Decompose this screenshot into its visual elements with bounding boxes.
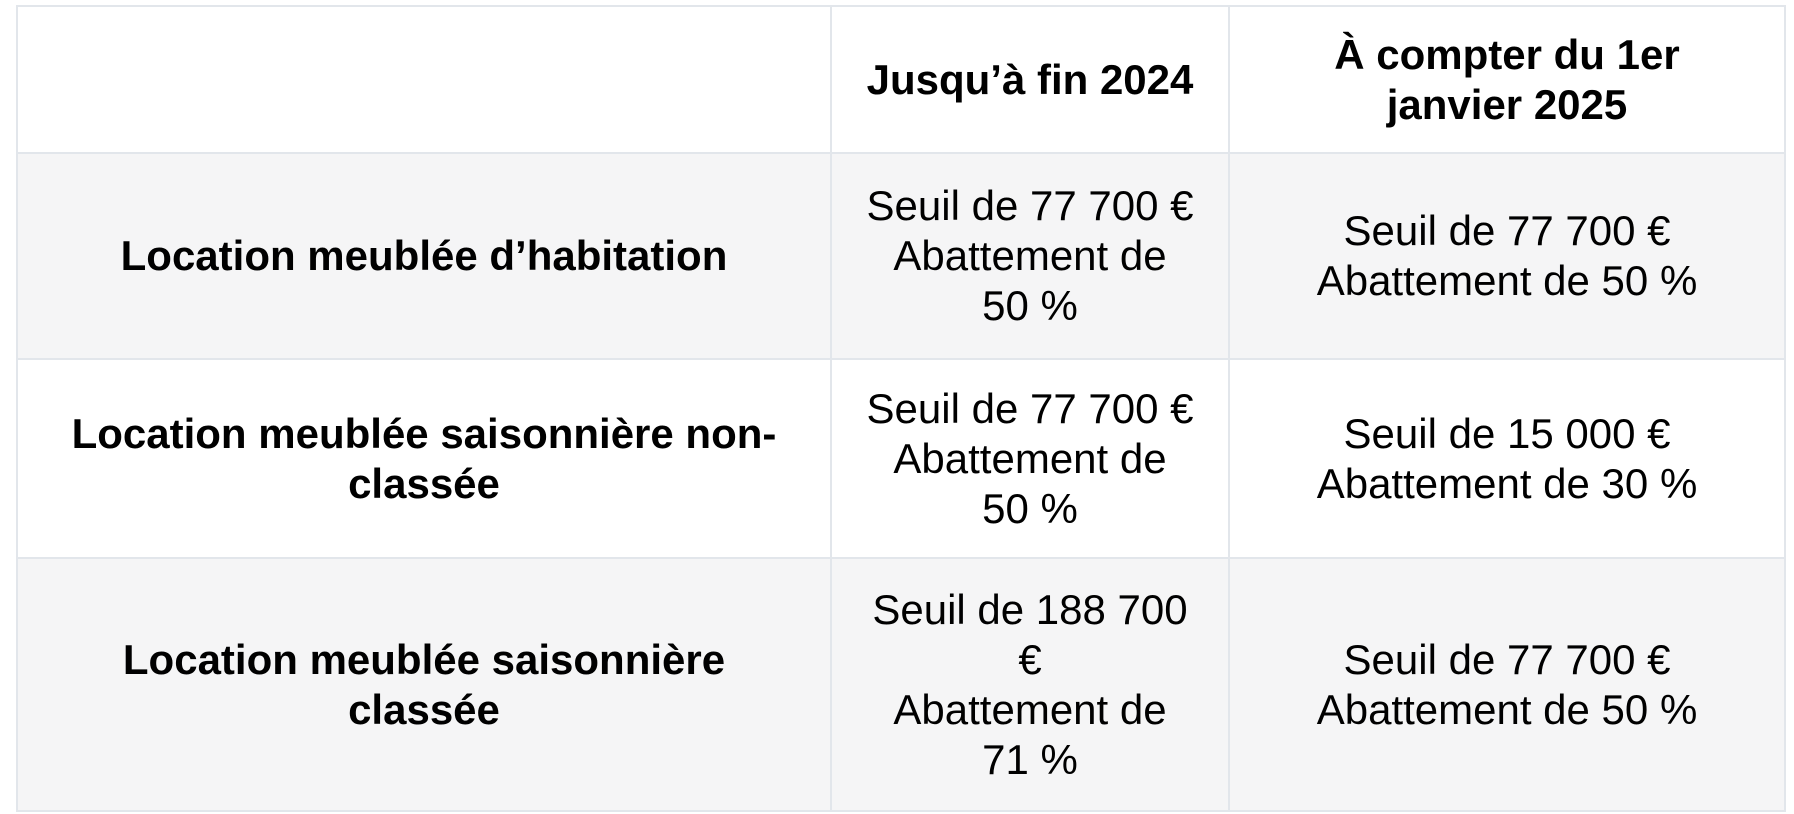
table-row-saisonniere-classee: Location meublée saisonnière classée Seu…: [16, 557, 1786, 812]
cell-non-classee-from-2025: Seuil de 15 000 € Abattement de 30 %: [1228, 358, 1786, 559]
cell-habitation-until-2024: Seuil de 77 700 € Abattement de 50 %: [830, 152, 1230, 360]
header-cell-from-2025: À compter du 1er janvier 2025: [1228, 5, 1786, 154]
cell-non-classee-until-2024: Seuil de 77 700 € Abattement de 50 %: [830, 358, 1230, 559]
row-label-habitation: Location meublée d’habitation: [16, 152, 832, 360]
cell-classee-from-2025: Seuil de 77 700 € Abattement de 50 %: [1228, 557, 1786, 812]
cell-classee-until-2024: Seuil de 188 700 € Abattement de 71 %: [830, 557, 1230, 812]
table-row-habitation: Location meublée d’habitation Seuil de 7…: [16, 152, 1786, 360]
table-row-saisonniere-non-classee: Location meublée saisonnière non- classé…: [16, 358, 1786, 559]
row-label-saisonniere-classee: Location meublée saisonnière classée: [16, 557, 832, 812]
header-cell-until-2024: Jusqu’à fin 2024: [830, 5, 1230, 154]
cell-habitation-from-2025: Seuil de 77 700 € Abattement de 50 %: [1228, 152, 1786, 360]
tax-regime-comparison-table: Jusqu’à fin 2024 À compter du 1er janvie…: [16, 5, 1786, 812]
header-cell-category: [16, 5, 832, 154]
header-row: Jusqu’à fin 2024 À compter du 1er janvie…: [16, 5, 1786, 154]
row-label-saisonniere-non-classee: Location meublée saisonnière non- classé…: [16, 358, 832, 559]
